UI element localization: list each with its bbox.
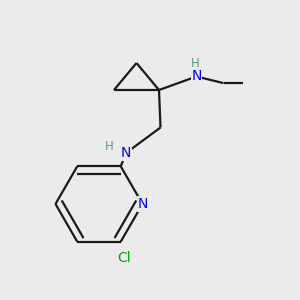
Text: Cl: Cl	[117, 251, 130, 265]
Text: N: N	[137, 197, 148, 211]
Text: N: N	[191, 70, 202, 83]
Text: H: H	[105, 140, 114, 154]
Text: N: N	[121, 146, 131, 160]
Text: H: H	[190, 57, 200, 70]
